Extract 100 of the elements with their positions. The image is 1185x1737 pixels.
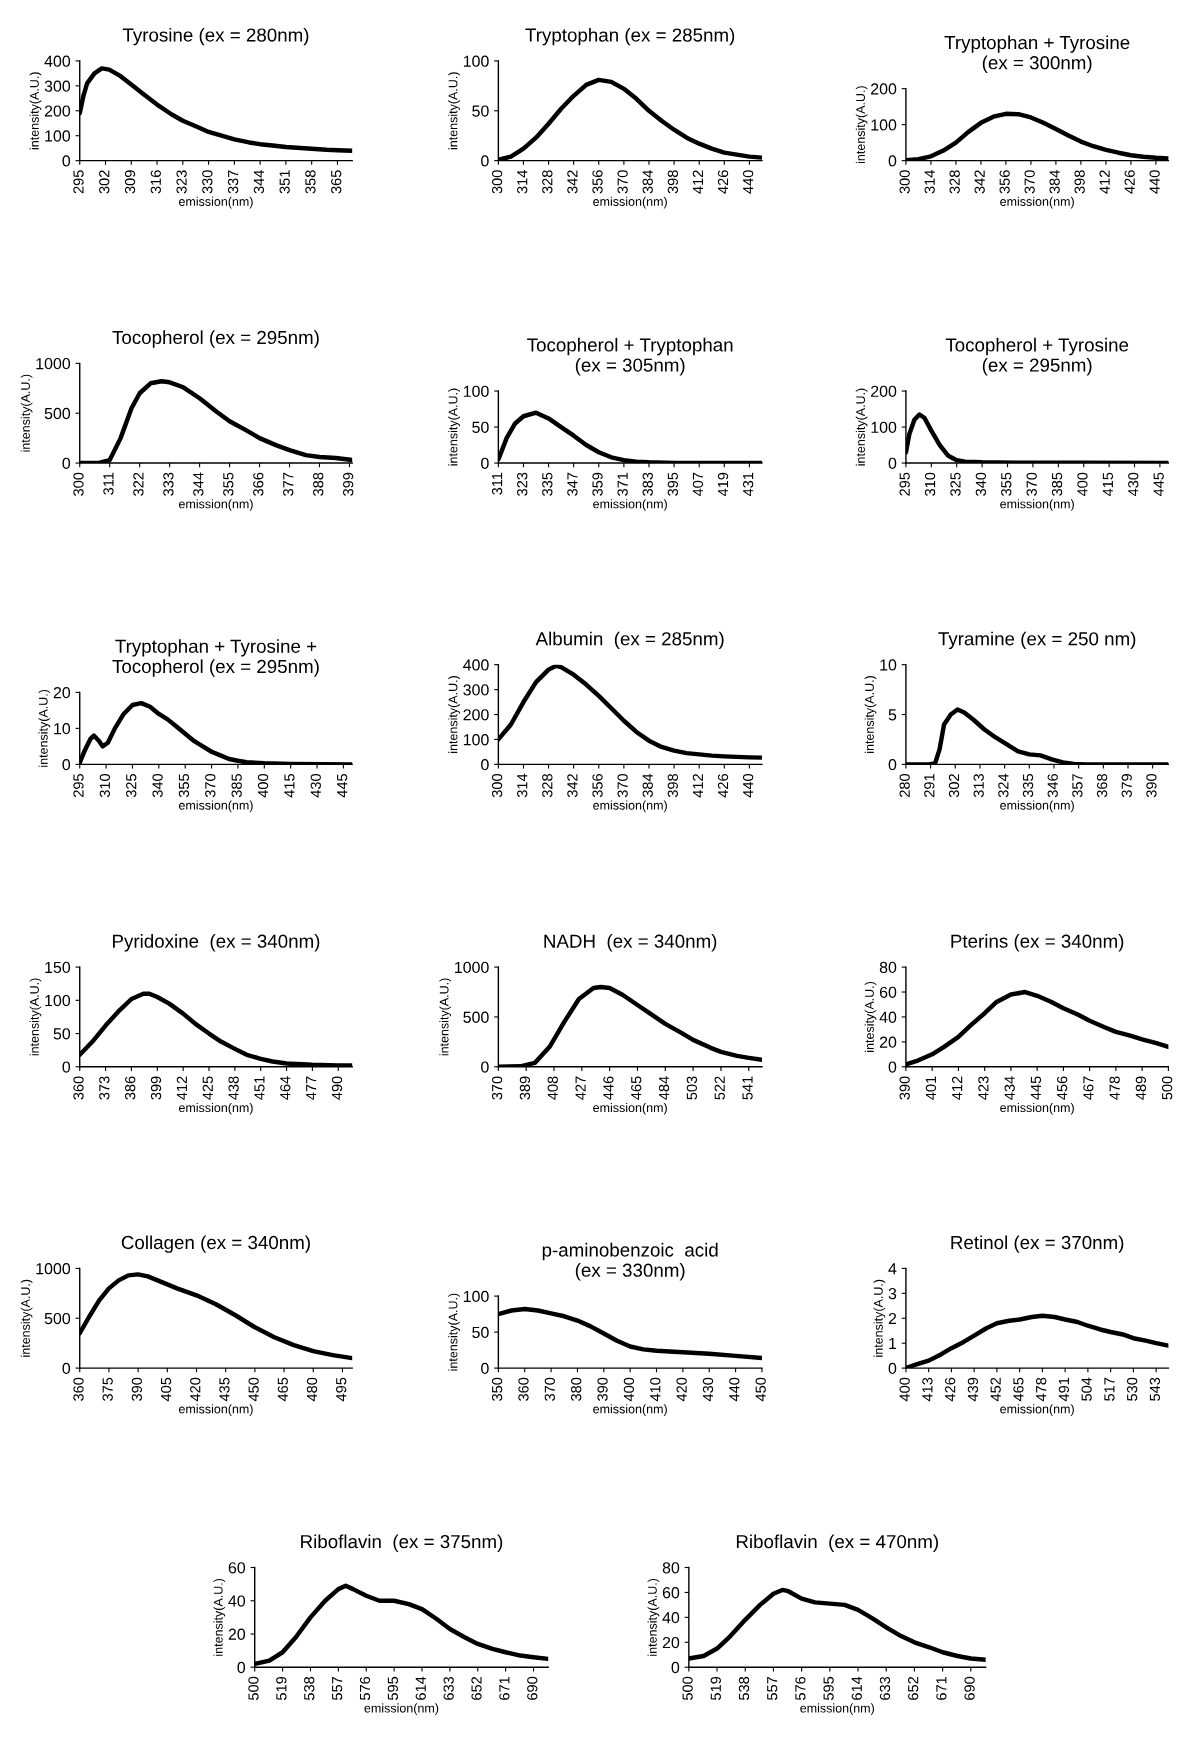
y-tick-label: 0 (671, 1661, 680, 1674)
x-tick-label: 415 (1102, 472, 1114, 497)
chart-title: Pterins (ex = 340nm) (951, 934, 1124, 952)
y-tick-label: 0 (481, 155, 489, 167)
x-tick-label: 435 (219, 1377, 230, 1402)
x-tick-label: 395 (667, 472, 678, 496)
x-tick-label: 342 (567, 774, 578, 798)
x-tick-label: 400 (1077, 472, 1088, 497)
x-tick-label: 316 (150, 170, 161, 194)
x-tick-label: 398 (1074, 170, 1085, 194)
x-tick-label: 399 (343, 472, 354, 496)
x-tick-label: 390 (597, 1377, 608, 1401)
y-tick-label: 10 (880, 659, 897, 671)
x-axis-title: emission(nm) (593, 499, 667, 511)
chart-title: Tryptophan + Tyrosine + Tocopherol (ex = 295nm) (112, 639, 319, 677)
x-tick-label: 337 (227, 170, 239, 194)
y-tick-label: 500 (463, 1011, 489, 1023)
x-tick-label: 557 (767, 1676, 778, 1700)
x-tick-label: 465 (631, 1076, 642, 1100)
y-axis-title: intensity(A.U.) (448, 72, 460, 150)
x-tick-label: 370 (617, 170, 628, 194)
x-tick-label: 412 (952, 1076, 963, 1100)
y-axis-title: intensity(A.U.) (29, 978, 42, 1056)
y-tick-label: 20 (228, 1628, 246, 1640)
x-tick-label: 357 (1072, 774, 1083, 798)
x-tick-label: 439 (967, 1377, 979, 1402)
x-tick-label: 595 (823, 1676, 834, 1700)
x-tick-label: 330 (202, 170, 213, 194)
y-tick-label: 20 (662, 1636, 680, 1649)
y-tick-label: 80 (662, 1562, 680, 1574)
y-axis-title: intensity(A.U.) (647, 1578, 660, 1656)
x-tick-label: 465 (1013, 1377, 1024, 1402)
x-tick-label: 314 (517, 170, 528, 194)
x-tick-label: 295 (73, 774, 84, 797)
y-tick-label: 0 (481, 1061, 489, 1073)
x-tick-label: 445 (337, 774, 348, 798)
y-tick-label: 0 (888, 457, 897, 469)
chart-title: Riboflavin (ex = 470nm) (736, 1534, 938, 1552)
y-tick-label: 0 (481, 759, 489, 771)
y-tick-label: 400 (44, 55, 71, 67)
chart-title: Tryptophan + Tyrosine (ex = 300nm) (944, 35, 1130, 74)
x-tick-label: 379 (1121, 774, 1132, 798)
chart-title: Collagen (ex = 340nm) (121, 1235, 310, 1253)
y-tick-label: 50 (472, 421, 489, 433)
x-tick-label: 311 (491, 472, 503, 495)
x-tick-label: 344 (193, 472, 204, 496)
x-tick-label: 495 (336, 1377, 347, 1402)
y-tick-label: 500 (44, 1312, 71, 1325)
x-axis-title: emission(nm) (800, 1703, 874, 1715)
y-tick-label: 0 (888, 155, 897, 167)
x-tick-label: 426 (717, 774, 729, 798)
y-tick-label: 0 (481, 457, 489, 469)
x-tick-label: 440 (742, 773, 754, 798)
x-axis-title: emission(nm) (1000, 499, 1074, 511)
y-tick-label: 20 (879, 1036, 897, 1048)
x-axis-title: emission(nm) (364, 1703, 439, 1715)
x-tick-label: 358 (305, 170, 316, 194)
y-tick-label: 50 (472, 105, 489, 117)
x-axis-title: emission(nm) (1000, 1102, 1074, 1115)
x-tick-label: 478 (1035, 1377, 1047, 1402)
x-tick-label: 309 (124, 170, 136, 194)
x-tick-label: 440 (1149, 170, 1160, 194)
x-tick-label: 375 (102, 1377, 113, 1401)
y-tick-label: 1 (889, 1337, 897, 1349)
y-tick-label: 300 (44, 80, 71, 92)
y-tick-label: 40 (662, 1611, 680, 1624)
x-tick-label: 480 (306, 1377, 318, 1402)
x-tick-label: 310 (99, 773, 111, 798)
x-tick-label: 390 (131, 1377, 143, 1401)
y-axis-title: intensity(A.U.) (855, 388, 868, 466)
x-axis-title: emission(nm) (1000, 196, 1074, 209)
y-tick-label: 100 (463, 55, 489, 67)
x-tick-label: 543 (1149, 1377, 1161, 1401)
y-axis-title: intensity(A.U.) (439, 978, 452, 1056)
x-tick-label: 484 (658, 1076, 670, 1100)
y-tick-label: 80 (879, 961, 897, 974)
x-tick-label: 465 (277, 1377, 288, 1402)
y-tick-label: 1000 (36, 357, 71, 370)
y-axis-title: intensity(A.U.) (873, 1279, 886, 1357)
x-tick-label: 451 (254, 1076, 265, 1100)
x-tick-label: 340 (152, 773, 163, 798)
x-tick-label: 356 (592, 774, 603, 798)
x-tick-label: 355 (178, 774, 190, 798)
chart-title: Tocopherol + Tryptophan (ex = 305nm) (527, 337, 733, 376)
x-tick-label: 280 (899, 773, 910, 797)
chart-title: Tyramine (ex = 250 nm) (938, 631, 1136, 650)
x-tick-label: 427 (575, 1076, 586, 1100)
x-tick-label: 467 (1083, 1076, 1094, 1100)
x-tick-label: 633 (879, 1676, 891, 1700)
x-tick-label: 370 (617, 773, 628, 798)
x-tick-label: 412 (692, 170, 703, 194)
x-tick-label: 519 (276, 1676, 287, 1700)
x-tick-label: 614 (415, 1676, 426, 1700)
x-tick-label: 314 (517, 773, 528, 798)
x-tick-label: 400 (623, 1377, 635, 1402)
y-tick-label: 100 (45, 130, 71, 142)
x-tick-label: 450 (755, 1377, 766, 1402)
x-axis-title: emission(nm) (593, 800, 667, 813)
y-tick-label: 50 (472, 1326, 489, 1339)
y-tick-label: 200 (871, 385, 897, 397)
